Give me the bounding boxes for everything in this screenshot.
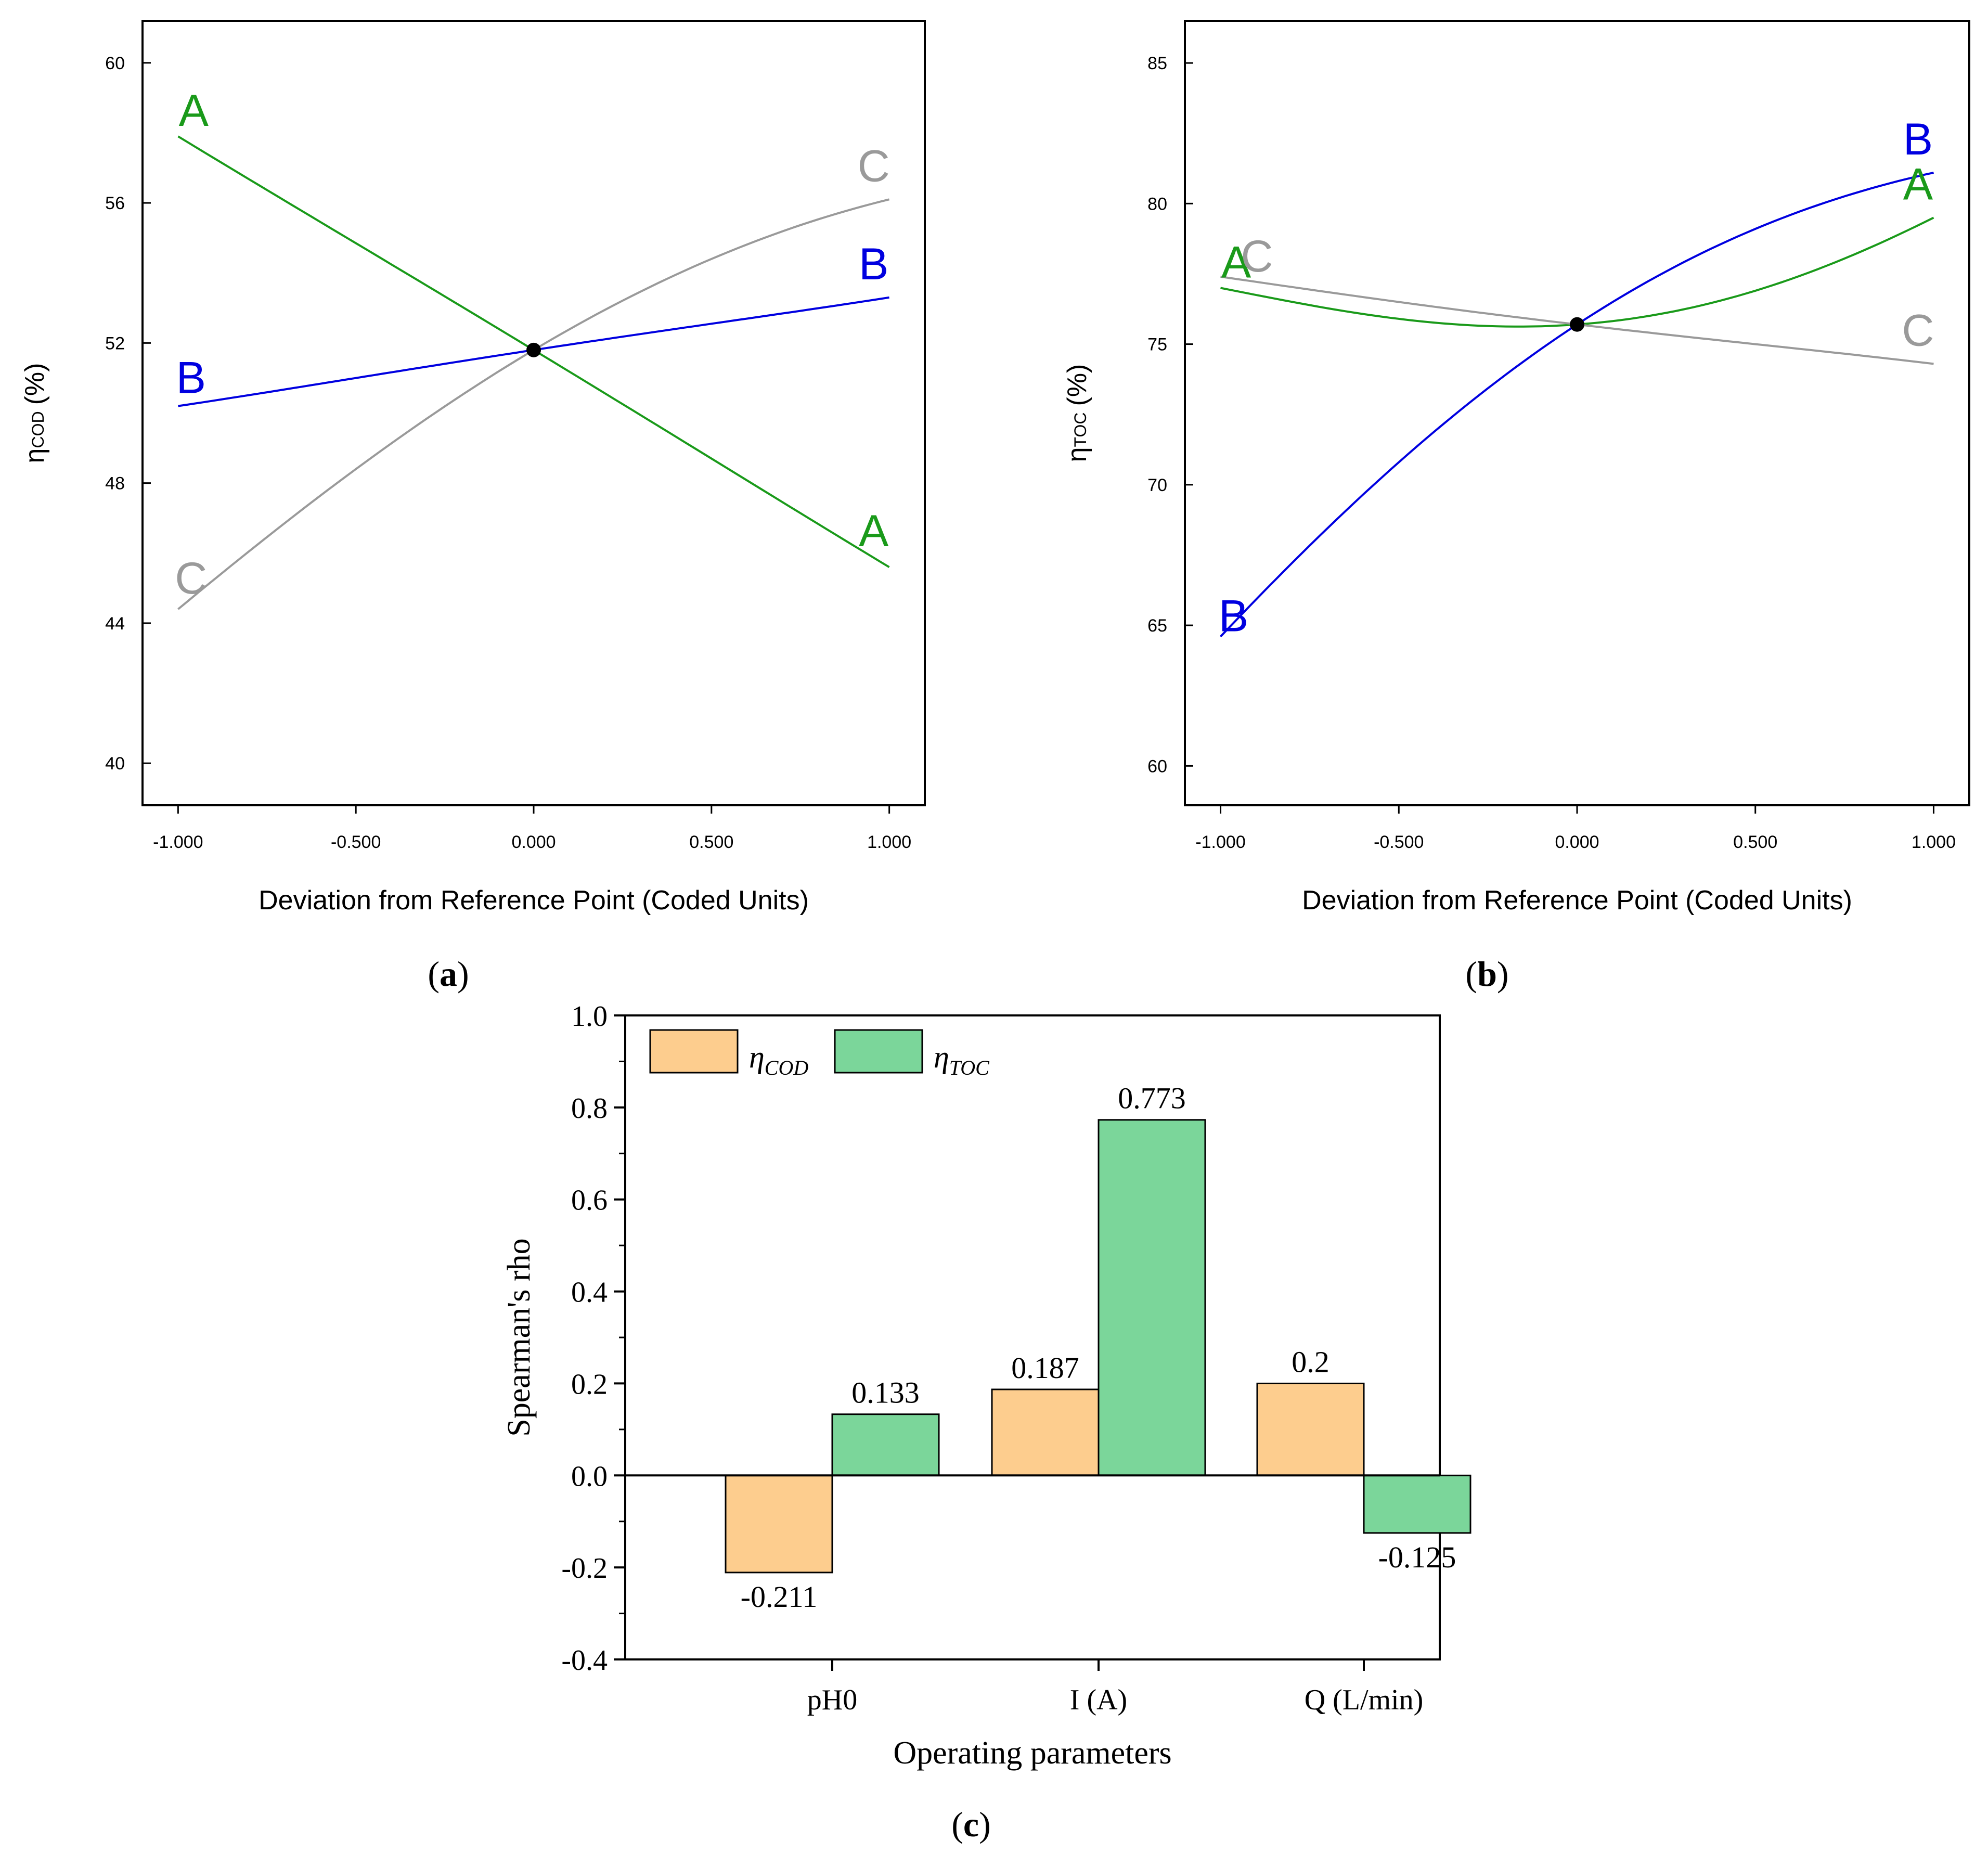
y-tick-label: 48: [105, 474, 125, 494]
x-tick-label: Q (L/min): [1305, 1684, 1424, 1716]
y-tick-label: 56: [105, 194, 125, 213]
y-tick-label: 60: [1147, 756, 1167, 776]
x-tick-label: -0.500: [331, 832, 381, 852]
x-tick-label: 1.000: [1912, 832, 1956, 852]
bar-toc-0: [831, 1413, 940, 1476]
y-tick-label: -0.4: [561, 1644, 608, 1677]
x-tick-label: 0.000: [511, 832, 556, 852]
bar-cod-2: [1256, 1382, 1365, 1476]
y-tick-label: 0.6: [571, 1184, 608, 1217]
panel-a-x-axis-label: Deviation from Reference Point (Coded Un…: [259, 885, 809, 916]
y-tick-label: 52: [105, 333, 125, 353]
x-tick-label: -1.000: [153, 832, 203, 852]
x-tick-label: pH0: [807, 1684, 857, 1716]
panel-b-y-axis-label: ηTOC (%): [1062, 364, 1092, 462]
series-label-left-a: A: [1221, 237, 1251, 287]
reference-point-marker: [526, 342, 541, 357]
panel-a-y-axis-label-sub: COD: [29, 411, 47, 448]
panel-c-bars: -0.211 0.187 0.2 0.133 0.773 -0.125: [725, 1082, 1471, 1614]
series-label-left-a: A: [179, 86, 209, 136]
series-label-left-b: B: [176, 353, 206, 403]
bar-cod-1: [991, 1388, 1100, 1476]
x-tick-label: 0.500: [1733, 832, 1777, 852]
bar-toc-1: [1098, 1119, 1206, 1476]
series-label-left-c: C: [175, 553, 207, 603]
legend-label-toc: ηTOC: [934, 1040, 990, 1079]
series-label-left-c: C: [1241, 231, 1273, 281]
panel-b-caption-letter: b: [1477, 954, 1497, 994]
x-tick-label: 1.000: [867, 832, 911, 852]
x-tick-label: -1.000: [1195, 832, 1245, 852]
y-tick-label: 40: [105, 754, 125, 774]
y-tick-label: 0.4: [571, 1277, 608, 1309]
panel-a-series-lines: [177, 135, 890, 610]
panel-b-y-axis-label-unit: (%): [1062, 364, 1092, 406]
y-tick-label: 70: [1147, 475, 1167, 495]
y-tick-label: 80: [1147, 194, 1167, 214]
bar-value-label: -0.125: [1378, 1540, 1456, 1574]
panel-c-chart: -0.4 -0.2 0.0 0.2 0.4 0.6 0.8 1.0 pH0 I (A) Q (L/m…: [501, 1000, 1471, 1844]
legend-swatch-toc: [834, 1029, 923, 1074]
panel-b-axis-ticks: 60 65 70 75 80 85 -1.000 -0.500 0.000 0.500 1.000: [1147, 54, 1956, 852]
panel-a-y-axis-label-unit: (%): [20, 363, 50, 405]
series-label-right-b: B: [859, 239, 888, 289]
bar-cod-0: [725, 1474, 833, 1574]
panel-c-caption-letter: c: [963, 1805, 979, 1844]
x-tick-label: 0.500: [689, 832, 733, 852]
panel-a-y-axis-label: ηCOD (%): [20, 363, 50, 464]
bar-value-label: 0.2: [1292, 1345, 1329, 1379]
y-tick-label: 1.0: [571, 1000, 608, 1033]
panel-b-x-axis-label: Deviation from Reference Point (Coded Un…: [1302, 885, 1852, 916]
panel-a-caption-letter: a: [440, 954, 457, 994]
panel-a-axis-ticks: 40 44 48 52 56 60 -1.000 -0.500 0.000 0.500 1.000: [105, 54, 911, 852]
bar-value-label: 0.187: [1011, 1351, 1079, 1385]
series-label-right-b: B: [1903, 114, 1933, 164]
bar-value-label: 0.773: [1118, 1082, 1186, 1115]
legend-label-cod-eta: η: [749, 1040, 765, 1074]
legend-label-toc-eta: η: [934, 1040, 949, 1074]
x-tick-label: -0.500: [1374, 832, 1424, 852]
panel-b-series-lines: [1220, 171, 1934, 638]
y-tick-label: 44: [105, 614, 125, 634]
panel-c-legend: ηCOD ηTOC: [649, 1029, 990, 1079]
x-tick-label: I (A): [1070, 1684, 1127, 1716]
bar-value-label: -0.211: [741, 1580, 818, 1614]
bar-toc-2: [1363, 1474, 1471, 1534]
x-tick-label: 0.000: [1555, 832, 1599, 852]
y-tick-label: 0.8: [571, 1092, 608, 1125]
y-tick-label: 75: [1147, 335, 1167, 355]
series-label-right-a: A: [859, 506, 889, 556]
series-label-right-a: A: [1903, 159, 1933, 209]
panel-c-axis-ticks: -0.4 -0.2 0.0 0.2 0.4 0.6 0.8 1.0 pH0 I (A) Q (L/m…: [561, 1000, 1423, 1716]
series-label-left-b: B: [1219, 591, 1248, 641]
panel-b-y-axis-label-sub: TOC: [1071, 412, 1090, 447]
y-tick-label: 85: [1147, 54, 1167, 73]
reference-point-marker: [1570, 317, 1584, 332]
panel-c-y-axis-label: Spearman's rho: [501, 1238, 537, 1436]
bar-value-label: 0.133: [851, 1376, 920, 1410]
legend-label-cod: ηCOD: [749, 1040, 808, 1079]
y-tick-label: 0.0: [571, 1460, 608, 1492]
series-label-right-c: C: [1902, 305, 1934, 355]
panel-c-x-axis-label: Operating parameters: [893, 1735, 1171, 1771]
panel-a-caption: (a): [428, 954, 469, 994]
legend-swatch-cod: [649, 1029, 739, 1074]
y-tick-label: 0.2: [571, 1368, 608, 1400]
y-tick-label: -0.2: [561, 1552, 608, 1585]
panel-b-caption: (b): [1465, 954, 1508, 994]
panel-c-caption: (c): [951, 1805, 991, 1844]
panel-b-y-axis-label-eta: η: [1062, 447, 1092, 462]
legend-label-cod-sub: COD: [765, 1056, 809, 1079]
legend-label-toc-sub: TOC: [949, 1056, 990, 1079]
panel-a-y-axis-label-eta: η: [20, 448, 50, 464]
series-label-right-c: C: [858, 141, 890, 191]
y-tick-label: 60: [105, 54, 125, 73]
y-tick-label: 65: [1147, 616, 1167, 636]
